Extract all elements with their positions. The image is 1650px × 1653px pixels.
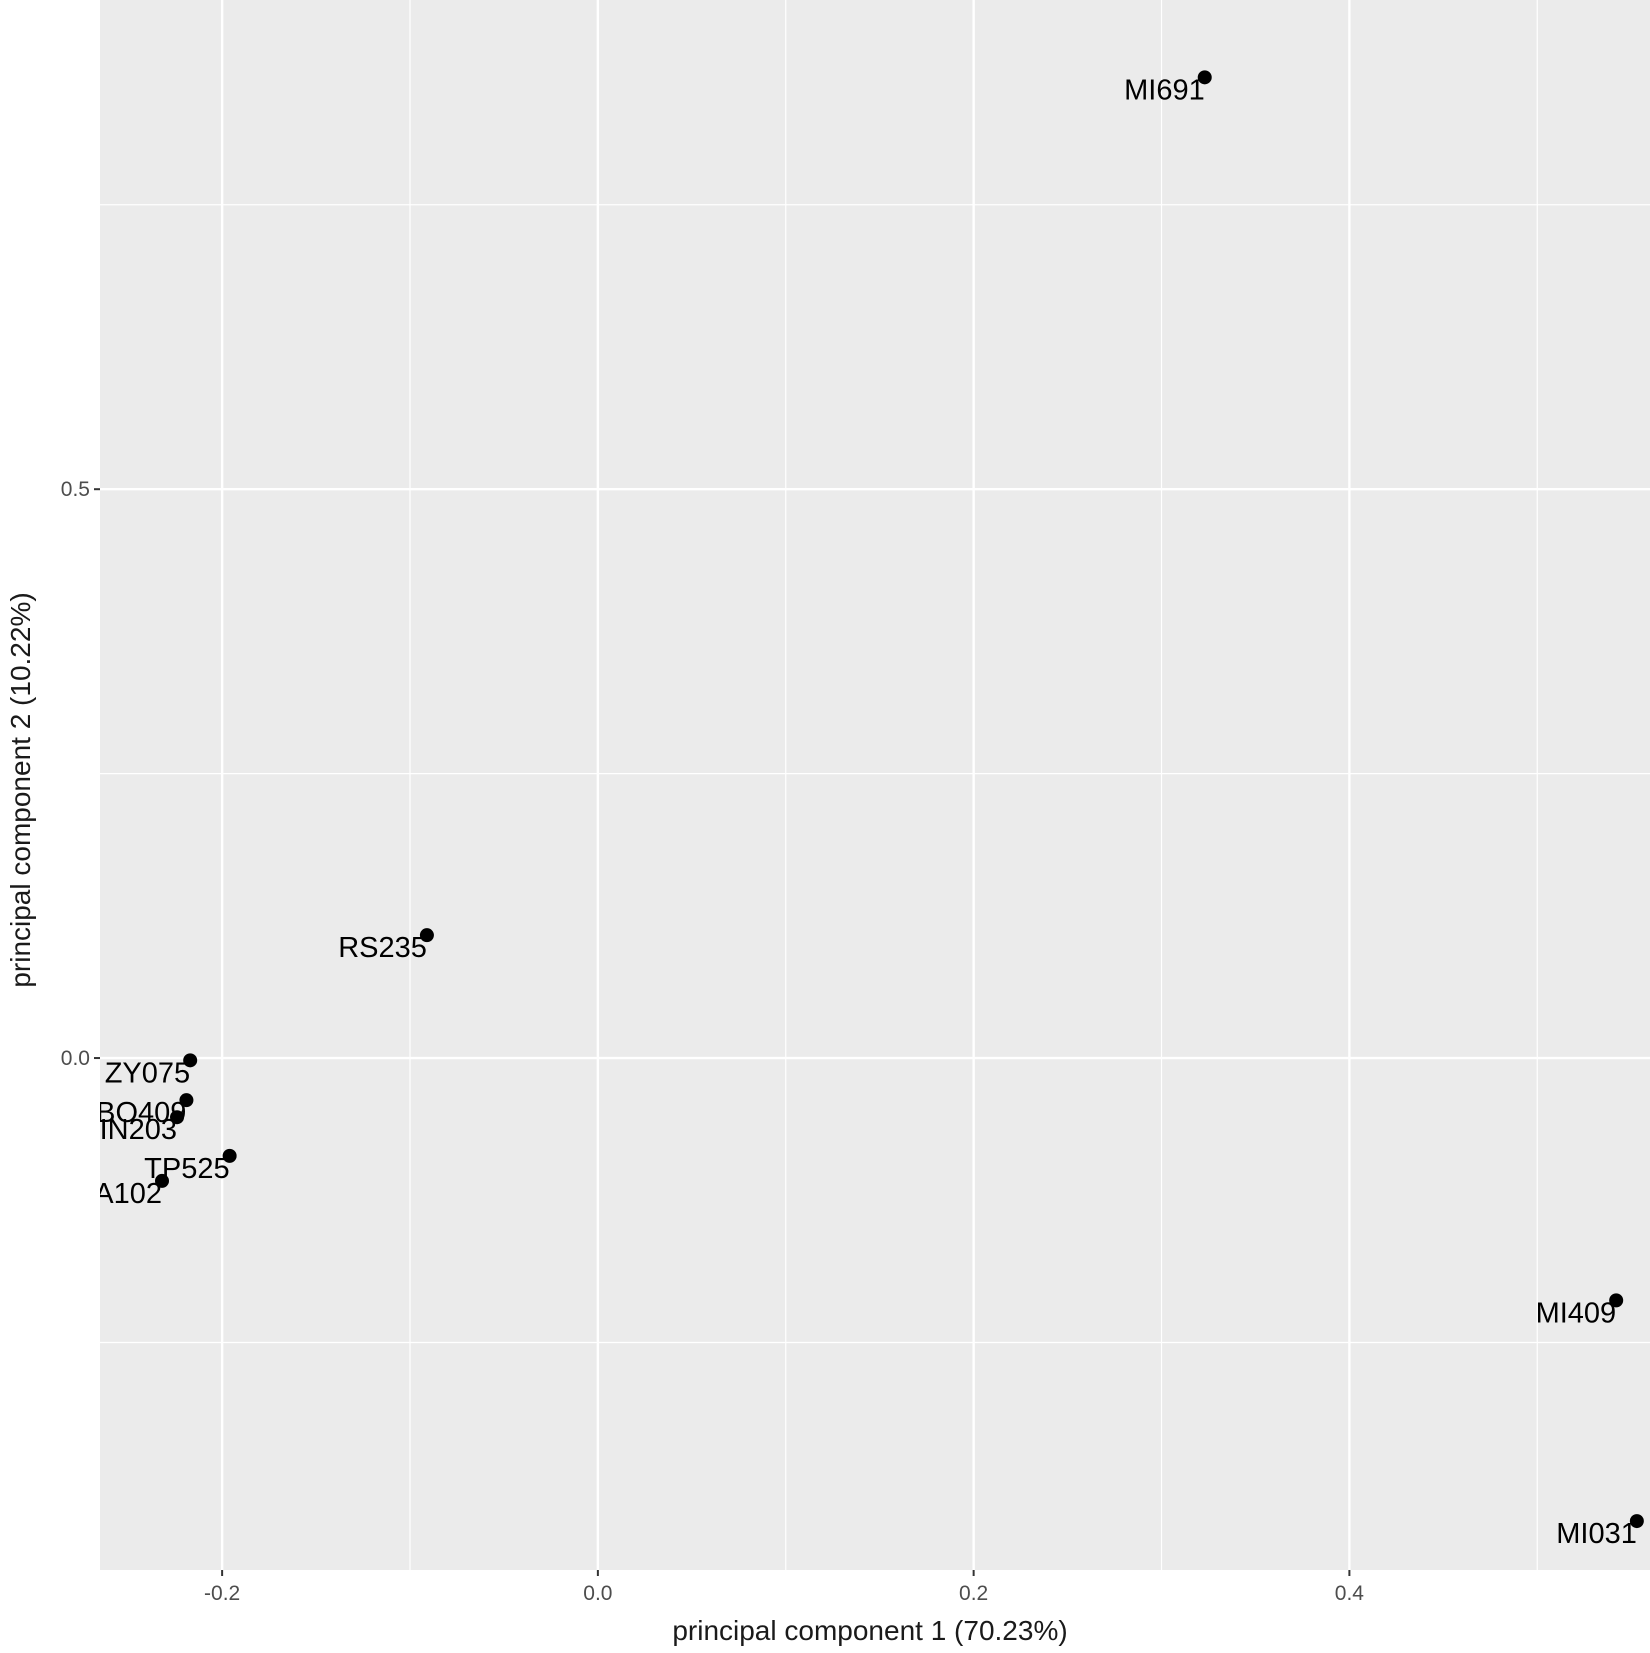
minor-gridlines [100,0,1650,1570]
data-point [1609,1293,1624,1308]
data-point [170,1110,185,1125]
data-point [222,1148,237,1163]
x-tick-label: 0.0 [583,1582,612,1605]
points-layer: MI691RS235ZY075BO409IN203TP525IA102MI409… [86,70,1644,1550]
data-point [183,1053,198,1068]
point-label: ZY075 [105,1057,190,1089]
point-label: RS235 [338,932,427,964]
y-tick-label: 0.5 [61,478,90,501]
x-tick-label: 0.4 [1335,1582,1365,1605]
x-axis-title: principal component 1 (70.23%) [672,1615,1067,1646]
y-tick-label: 0.0 [61,1047,90,1070]
y-tick-labels: 0.0 0.5 [61,478,90,1070]
data-point [179,1093,194,1108]
point-label: IN203 [100,1114,177,1146]
x-tick-label: 0.2 [959,1582,988,1605]
plot-panel [100,0,1650,1570]
axis-ticks [94,488,1351,1576]
y-axis-title: principal component 2 (10.22%) [5,592,36,987]
point-label: MI409 [1536,1297,1617,1329]
point-label: IA102 [86,1178,162,1210]
point-label: MI691 [1124,74,1205,106]
point-label: MI031 [1556,1518,1637,1550]
data-point [1629,1514,1644,1529]
major-gridlines [100,0,1650,1570]
data-point [1197,70,1212,85]
x-tick-label: -0.2 [204,1582,240,1605]
data-point [155,1173,169,1188]
data-point [419,928,434,943]
x-tick-labels: -0.2 0.0 0.2 0.4 [204,1582,1364,1605]
